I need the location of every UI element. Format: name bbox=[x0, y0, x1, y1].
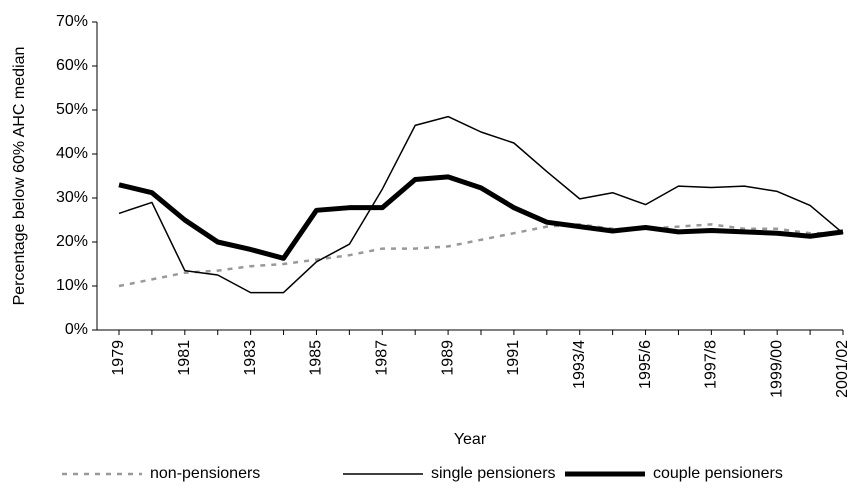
x-tick-label: 1993/4 bbox=[571, 340, 588, 389]
y-tick-label: 20% bbox=[56, 233, 88, 250]
x-tick-label: 1983 bbox=[242, 340, 259, 376]
series-line bbox=[118, 174, 844, 261]
legend-label: non-pensioners bbox=[150, 465, 260, 482]
series-line bbox=[118, 115, 844, 294]
x-tick-label: 1997/8 bbox=[703, 340, 720, 389]
x-tick-label: 1999/00 bbox=[768, 340, 785, 398]
x-tick-label: 1991 bbox=[505, 340, 522, 376]
y-tick-label: 40% bbox=[56, 145, 88, 162]
y-tick-label: 30% bbox=[56, 189, 88, 206]
y-tick-label: 0% bbox=[65, 321, 88, 338]
x-tick-label: 1995/6 bbox=[637, 340, 654, 389]
y-tick-label: 60% bbox=[56, 57, 88, 74]
series-line bbox=[118, 223, 843, 288]
x-tick-label: 1987 bbox=[373, 340, 390, 376]
x-tick-label: 1989 bbox=[439, 340, 456, 376]
legend-label: single pensioners bbox=[431, 465, 556, 482]
x-tick-label: 2001/02 bbox=[834, 340, 851, 398]
x-tick-label: 1981 bbox=[176, 340, 193, 376]
x-axis-title: Year bbox=[454, 431, 487, 448]
x-tick-label: 1979 bbox=[110, 340, 127, 376]
y-tick-label: 50% bbox=[56, 101, 88, 118]
y-tick-label: 70% bbox=[56, 13, 88, 30]
y-axis-title: Percentage below 60% AHC median bbox=[11, 47, 28, 306]
legend-label: couple pensioners bbox=[653, 465, 783, 482]
y-tick-label: 10% bbox=[56, 277, 88, 294]
x-tick-label: 1985 bbox=[308, 340, 325, 376]
